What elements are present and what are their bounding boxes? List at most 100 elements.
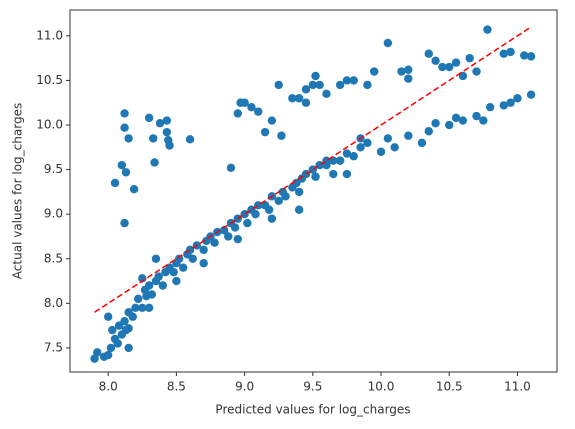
point (199, 259, 208, 268)
y-tick-label: 10.0 (36, 118, 63, 132)
point (397, 67, 406, 76)
point (131, 303, 140, 313)
point (179, 263, 188, 272)
point (301, 98, 311, 107)
point (417, 138, 427, 148)
point (210, 238, 219, 247)
point (294, 94, 304, 103)
point (526, 90, 536, 99)
point (93, 348, 102, 357)
point (335, 156, 345, 165)
point (226, 163, 236, 173)
point (370, 67, 379, 76)
point (520, 51, 529, 60)
point (247, 102, 256, 112)
point (431, 56, 440, 66)
point (108, 325, 117, 335)
x-tick-label: 8.5 (167, 380, 186, 394)
x-tick-label: 8.0 (99, 380, 118, 394)
point (144, 303, 154, 313)
point (458, 71, 468, 81)
point (329, 169, 338, 179)
point (128, 312, 137, 321)
point (169, 267, 178, 277)
point (445, 120, 454, 130)
point (103, 312, 113, 321)
y-tick-label: 8.5 (44, 251, 63, 265)
y-tick-label: 9.5 (44, 162, 63, 176)
point (513, 94, 522, 103)
point (150, 158, 159, 167)
point (485, 102, 495, 112)
point (155, 119, 165, 128)
plot-frame (69, 9, 558, 373)
point (240, 98, 249, 107)
point (483, 25, 492, 34)
point (154, 272, 163, 281)
point (120, 218, 129, 228)
point (390, 143, 399, 152)
point (311, 172, 320, 181)
point (363, 80, 372, 90)
point (479, 116, 488, 125)
point (120, 109, 129, 118)
point (356, 143, 365, 152)
point (219, 226, 229, 235)
point (264, 205, 274, 214)
point (243, 218, 252, 228)
point (458, 116, 468, 125)
point (404, 65, 413, 74)
point (144, 113, 154, 123)
point (124, 134, 133, 143)
point (308, 80, 318, 90)
point (342, 169, 352, 179)
point (404, 74, 413, 83)
point (199, 245, 208, 255)
x-tick-label: 9.5 (303, 380, 322, 394)
point (499, 101, 508, 110)
point (311, 71, 320, 81)
point (267, 116, 277, 125)
point (172, 276, 181, 286)
point (162, 127, 172, 137)
point (151, 254, 161, 263)
x-tick-label: 9.0 (235, 380, 254, 394)
x-tick-label: 11.0 (504, 380, 531, 394)
point (281, 192, 290, 201)
point (383, 134, 393, 143)
point (349, 152, 358, 161)
point (149, 134, 158, 143)
y-axis-label: Actual values for log_charges (11, 103, 25, 279)
point (267, 214, 277, 223)
point (322, 89, 331, 99)
point (363, 138, 372, 148)
point (106, 343, 116, 353)
point (103, 350, 113, 360)
point (138, 303, 147, 313)
point (315, 80, 324, 90)
point (224, 232, 233, 241)
point (113, 339, 122, 348)
point (274, 196, 283, 206)
point (233, 109, 242, 118)
point (506, 98, 515, 107)
point (349, 76, 358, 85)
point (188, 254, 197, 263)
reference-line (94, 26, 532, 313)
point (472, 67, 481, 76)
point (134, 294, 143, 304)
point (376, 147, 386, 156)
point (230, 223, 240, 232)
point (251, 209, 260, 219)
point (329, 156, 338, 165)
point (294, 205, 304, 214)
point (451, 113, 461, 123)
point (294, 187, 304, 197)
point (383, 38, 393, 48)
point (499, 49, 508, 58)
point (117, 160, 127, 170)
point (254, 107, 263, 116)
point (144, 281, 154, 290)
point (465, 53, 474, 63)
